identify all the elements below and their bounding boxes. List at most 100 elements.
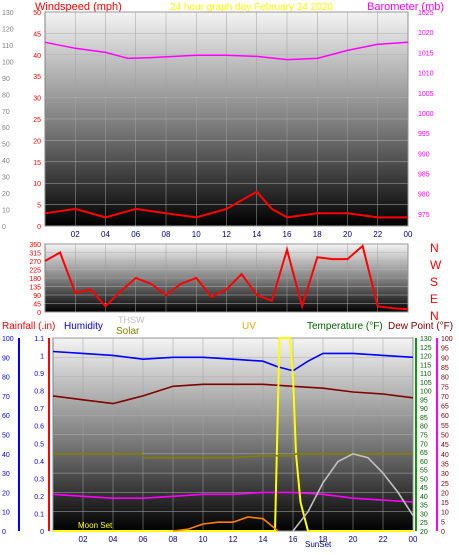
uv-tick-label: 100 [441, 336, 453, 343]
barometer-tick-label: 985 [418, 172, 430, 179]
series-uv [53, 337, 413, 532]
weather-series [52, 337, 414, 532]
rainfall-axis-label: Rainfall (.in) [2, 321, 55, 332]
series-solar [53, 453, 413, 459]
temperature-tick-label: 70 [420, 441, 428, 448]
rain-tick-label: 0.1 [34, 511, 44, 518]
uv-tick-label: 85 [441, 365, 449, 372]
temperature-tick-label: 105 [420, 380, 432, 387]
temperature-tick-label: 50 [420, 476, 428, 483]
x-tick-label: 10 [192, 230, 201, 239]
humidity-tick-label: 90 [2, 355, 10, 362]
temperature-tick-label: 110 [420, 371, 431, 378]
temperature-tick-label: 25 [420, 520, 428, 527]
moon-set-label: Moon Set [78, 521, 113, 530]
x-tick-label: 00 [404, 230, 413, 239]
direction-tick-label: 90 [33, 293, 41, 300]
weather-side-axes [18, 338, 438, 531]
uv-tick-label: 30 [441, 471, 449, 478]
wind-series [44, 41, 409, 219]
x-tick-label: 08 [162, 230, 171, 239]
windspeed-tick-label: 40 [33, 53, 41, 60]
temperature-tick-label: 85 [420, 415, 428, 422]
humidity-tick-label: 10 [2, 510, 10, 517]
rain-tick-label: 0.6 [34, 424, 44, 431]
temperature-tick-label: 35 [420, 503, 428, 510]
rain-tick-label: 0.3 [34, 476, 44, 483]
temperature-tick-label: 60 [420, 459, 428, 466]
barometer-tick-label: 1000 [418, 111, 434, 118]
humidity-tick-label: 0 [2, 529, 6, 536]
outer-tick-label: 30 [2, 175, 10, 182]
uv-tick-label: 20 [441, 490, 449, 497]
series-temperature [52, 383, 414, 405]
temperature-axis-label: Temperature (°F) [307, 321, 383, 332]
outer-tick-label: 110 [2, 43, 13, 50]
sunset-label: SunSet [305, 540, 332, 549]
weather-tick-labels: 02 04 06 08 10 12 14 16 18 20 22 000102030405060708… [2, 336, 453, 544]
direction-tick-label: 360 [29, 242, 41, 249]
humidity-tick-label: 40 [2, 452, 10, 459]
temperature-tick-label: 115 [420, 362, 431, 369]
rain-tick-label: 0.5 [34, 441, 44, 448]
series-humidity [52, 350, 414, 372]
uv-tick-label: 70 [441, 394, 449, 401]
windspeed-axis-label: Windspeed (mph) [35, 1, 122, 13]
x-tick-label: 00 [409, 535, 418, 544]
uv-tick-label: 80 [441, 375, 449, 382]
uv-tick-label: 5 [441, 519, 445, 526]
series-windspeed [44, 190, 408, 219]
barometer-tick-label: 1020 [418, 30, 434, 37]
series-dew-point [52, 491, 414, 503]
rain-tick-label: 0.7 [34, 406, 44, 413]
windspeed-tick-label: 10 [33, 181, 41, 188]
rain-tick-label: 0.2 [34, 494, 44, 501]
x-tick-label: 02 [71, 230, 80, 239]
x-tick-label: 08 [169, 535, 178, 544]
outer-tick-label: 40 [2, 158, 10, 165]
x-tick-label: 22 [379, 535, 388, 544]
wind-gridlines [45, 11, 409, 227]
barometer-tick-label: 995 [418, 131, 430, 138]
temperature-tick-label: 20 [420, 529, 428, 536]
direction-label: S [430, 275, 438, 289]
wind-tick-labels: 02 04 06 08 10 12 14 16 18 20 22 000510152025303540… [2, 10, 434, 239]
humidity-tick-label: 50 [2, 433, 10, 440]
outer-tick-label: 80 [2, 92, 10, 99]
uv-tick-label: 50 [441, 433, 449, 440]
direction-tick-label: 270 [29, 259, 41, 266]
dewpoint-axis-label: Dew Point (°F) [388, 321, 453, 332]
x-tick-label: 14 [252, 230, 261, 239]
uv-tick-label: 65 [441, 404, 449, 411]
series-wind-direction [44, 244, 409, 311]
humidity-tick-label: 30 [2, 471, 10, 478]
temperature-tick-label: 95 [420, 397, 428, 404]
windspeed-tick-label: 5 [37, 203, 41, 210]
humidity-tick-label: 100 [2, 336, 14, 343]
x-tick-label: 06 [131, 230, 140, 239]
x-tick-label: 06 [139, 535, 148, 544]
uv-tick-label: 90 [441, 355, 449, 362]
barometer-tick-label: 1025 [418, 10, 434, 17]
temperature-tick-label: 55 [420, 468, 428, 475]
windspeed-tick-label: 20 [33, 138, 41, 145]
humidity-tick-label: 60 [2, 413, 10, 420]
direction-label: W [430, 258, 442, 272]
direction-label: N [430, 241, 439, 255]
x-tick-label: 14 [259, 535, 268, 544]
humidity-tick-label: 80 [2, 375, 10, 382]
windspeed-tick-label: 35 [33, 74, 41, 81]
x-tick-label: 16 [283, 230, 292, 239]
windspeed-tick-label: 45 [33, 31, 41, 38]
x-tick-label: 12 [229, 535, 238, 544]
windspeed-tick-label: 25 [33, 117, 41, 124]
barometer-axis-label: Barometer (mb) [367, 1, 444, 13]
uv-axis-label: UV [242, 321, 256, 332]
outer-tick-label: 10 [2, 208, 10, 215]
x-tick-label: 18 [313, 230, 322, 239]
uv-tick-label: 60 [441, 413, 449, 420]
temperature-tick-label: 130 [420, 336, 432, 343]
temperature-tick-label: 75 [420, 433, 428, 440]
